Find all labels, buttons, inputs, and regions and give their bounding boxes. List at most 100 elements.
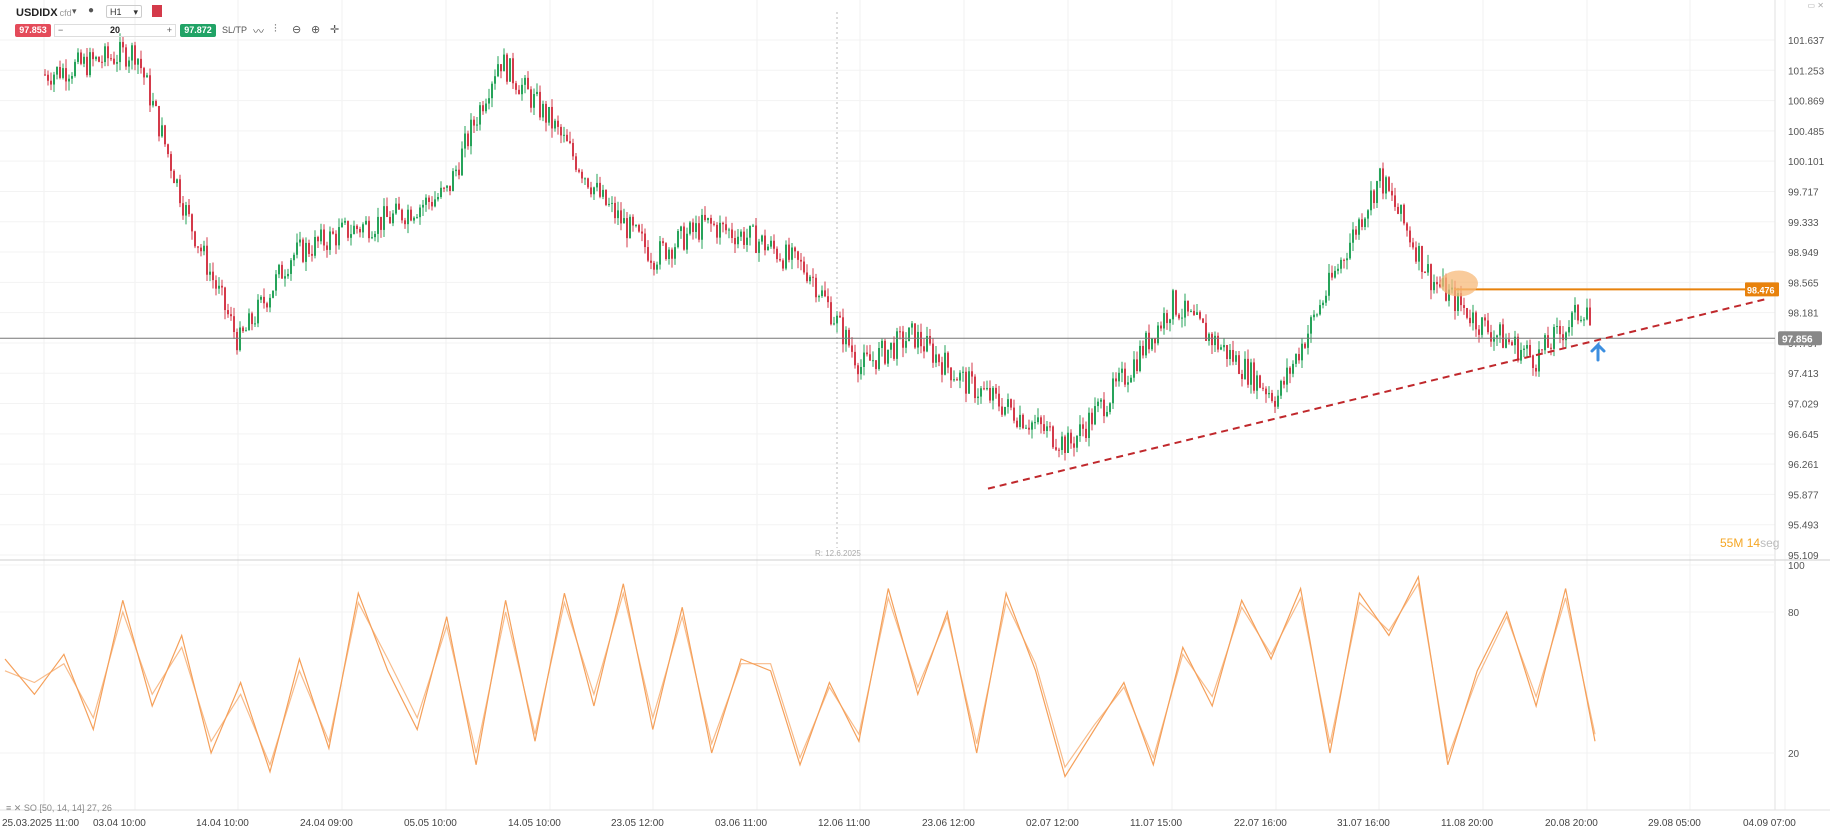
crosshair-icon[interactable]: ✛ xyxy=(330,24,340,36)
candle-body xyxy=(926,335,928,352)
info-icon[interactable]: ● xyxy=(88,5,95,16)
candle-body xyxy=(1109,403,1111,412)
candle-body xyxy=(191,214,193,232)
candle-body xyxy=(290,260,292,274)
candle-body xyxy=(260,296,262,300)
volume-value[interactable]: 20 xyxy=(109,25,120,35)
buy-button[interactable]: 97.872 xyxy=(180,24,216,37)
candle-body xyxy=(551,106,553,129)
candle-body xyxy=(1307,333,1309,348)
x-tick-label: 29.08 05:00 xyxy=(1648,818,1701,829)
candle-body xyxy=(299,239,301,243)
candle-body xyxy=(782,260,784,269)
candle-body xyxy=(629,216,631,239)
candle-body xyxy=(1523,348,1525,350)
x-tick-label: 04.09 07:00 xyxy=(1743,818,1796,829)
candle-body xyxy=(119,42,121,63)
menu-icon[interactable]: ≡ ✕ xyxy=(6,803,22,813)
candle-body xyxy=(209,271,211,275)
candle-body xyxy=(1028,427,1030,430)
candle-body xyxy=(1514,336,1516,346)
candle-body xyxy=(623,218,625,224)
candle-body xyxy=(881,340,883,348)
zoom-out-icon[interactable]: ⊖ xyxy=(292,24,302,36)
candle-body xyxy=(998,393,1000,407)
candle-body xyxy=(863,352,865,367)
candle-body xyxy=(1337,268,1339,271)
candle-type-icon[interactable] xyxy=(152,5,162,17)
candle-body xyxy=(842,317,844,345)
decrease-volume-button[interactable]: − xyxy=(58,25,64,35)
increase-volume-button[interactable]: + xyxy=(166,25,172,35)
candle-body xyxy=(959,372,961,381)
candle-body xyxy=(1298,354,1300,361)
symbol-dropdown-icon[interactable]: ▾ xyxy=(72,6,77,16)
sltp-button[interactable]: SL/TP xyxy=(222,25,248,35)
candle-body xyxy=(1427,264,1429,273)
timeframe-select[interactable]: H1 ▾ xyxy=(106,5,142,18)
candle-body xyxy=(1196,312,1198,315)
oscillator-series-27 xyxy=(4,574,1596,778)
candle-body xyxy=(1103,399,1105,417)
candle-body xyxy=(398,203,400,210)
candle-body xyxy=(815,277,817,298)
y-tick-label: 100.869 xyxy=(1788,97,1825,108)
close-icon[interactable]: ▭ ✕ xyxy=(1807,1,1824,10)
volume-stepper[interactable]: − 20 + xyxy=(54,24,176,37)
oscillator-label[interactable]: ≡ ✕ SO [50, 14, 14] 27, 26 xyxy=(6,803,112,814)
candle-body xyxy=(1538,349,1540,372)
candle-body xyxy=(218,285,220,289)
candle-body xyxy=(1373,190,1375,204)
candle-body xyxy=(752,225,754,227)
candle-body xyxy=(572,142,574,157)
candle-body xyxy=(971,371,973,377)
candle-body xyxy=(596,182,598,188)
candle-body xyxy=(74,61,76,77)
candle-body xyxy=(305,242,307,262)
candle-body xyxy=(761,235,763,242)
candle-body xyxy=(89,52,91,76)
candle-body xyxy=(893,342,895,359)
candle-body xyxy=(632,216,634,226)
candle-body xyxy=(488,98,490,104)
candle-body xyxy=(869,354,871,361)
candle-body xyxy=(155,101,157,107)
candle-body xyxy=(44,74,46,76)
candle-body xyxy=(1334,270,1336,278)
candle-body xyxy=(1271,392,1273,401)
x-tick-label: 03.04 10:00 xyxy=(93,818,146,829)
candle-body xyxy=(938,354,940,363)
candle-body xyxy=(1094,406,1096,425)
candle-body xyxy=(401,209,403,221)
candle-body xyxy=(407,209,409,225)
sell-button[interactable]: 97.853 xyxy=(15,24,51,37)
candle-body xyxy=(1073,443,1075,448)
candle-body xyxy=(1376,181,1378,204)
indicators-icon[interactable]: ⫶ xyxy=(274,23,277,35)
candle-body xyxy=(263,296,265,304)
line-chart-icon[interactable]: 〰 xyxy=(253,26,264,38)
candle-body xyxy=(587,178,589,188)
zoom-in-icon[interactable]: ⊕ xyxy=(311,24,321,36)
candle-body xyxy=(1460,293,1462,306)
candle-body xyxy=(746,237,748,245)
candle-body xyxy=(242,327,244,332)
candle-body xyxy=(734,237,736,245)
candle-body xyxy=(1346,258,1348,261)
candle-body xyxy=(914,323,916,348)
candle-body xyxy=(728,229,730,231)
candle-body xyxy=(911,323,913,328)
symbol-selector[interactable]: USDIDX cfd xyxy=(16,7,72,19)
candle-body xyxy=(1430,264,1432,291)
candle-body xyxy=(296,242,298,255)
candle-body xyxy=(1508,339,1510,343)
candle-body xyxy=(500,64,502,72)
candle-body xyxy=(266,303,268,308)
candle-body xyxy=(1076,435,1078,448)
candle-body xyxy=(509,58,511,82)
x-tick-label: 14.05 10:00 xyxy=(508,818,561,829)
candle-body xyxy=(671,249,673,259)
candle-body xyxy=(410,209,412,221)
candle-body xyxy=(722,222,724,225)
